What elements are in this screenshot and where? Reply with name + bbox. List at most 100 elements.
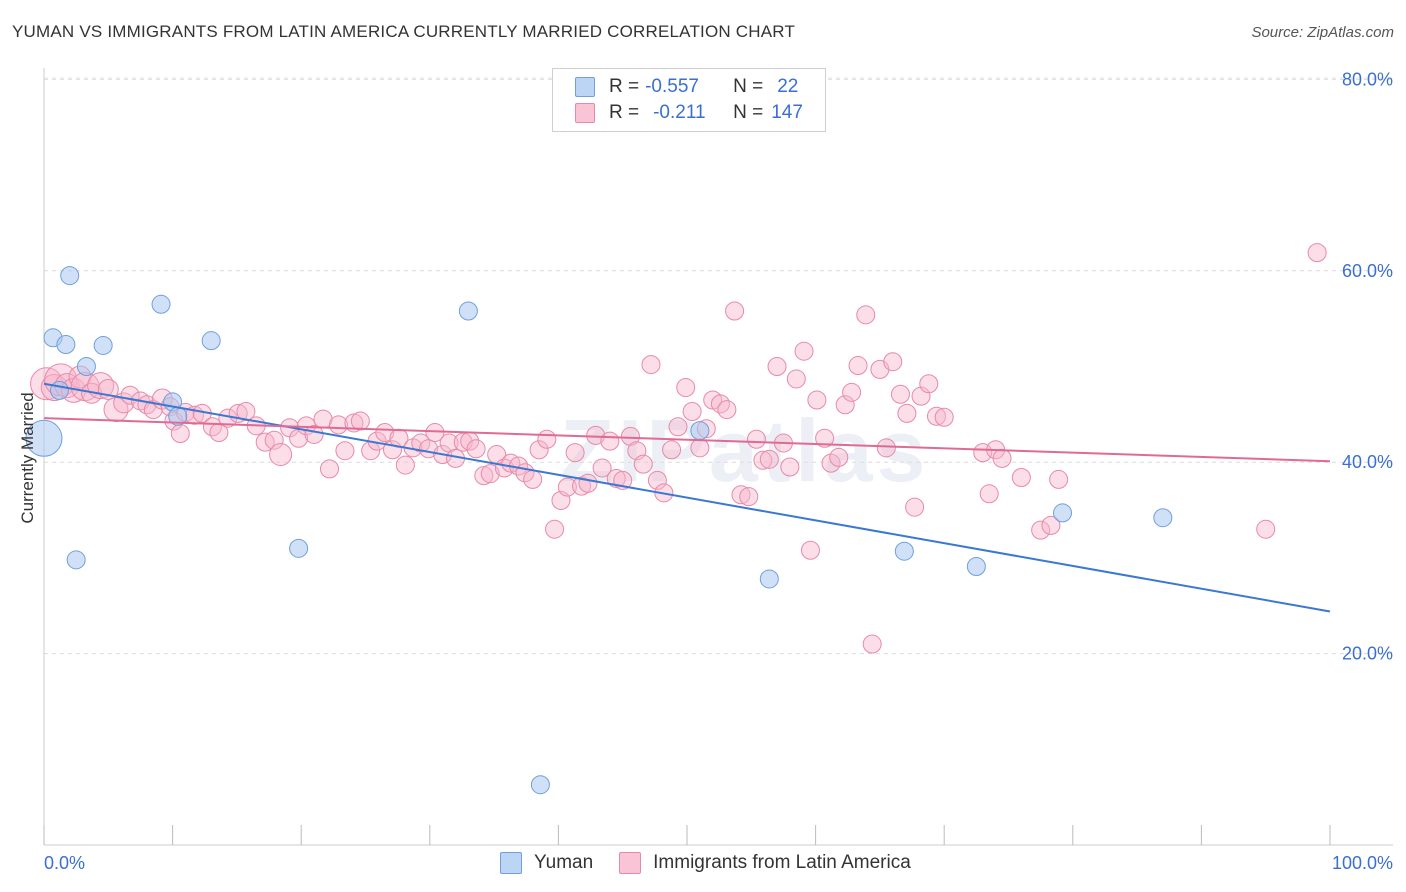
yuman-point bbox=[49, 380, 69, 400]
latin-america-point bbox=[328, 415, 348, 435]
source-label: Source: ZipAtlas.com bbox=[1251, 24, 1394, 41]
latin-america-point bbox=[1307, 243, 1327, 263]
yuman-point bbox=[151, 294, 171, 314]
latin-america-point bbox=[662, 440, 682, 460]
latin-america-point bbox=[335, 441, 355, 461]
yuman-point bbox=[76, 357, 96, 376]
latin-america-point bbox=[269, 443, 293, 467]
yuman-point bbox=[530, 775, 550, 795]
latin-america-point bbox=[800, 540, 820, 560]
latin-america-point bbox=[606, 468, 626, 488]
latin-america-point bbox=[992, 448, 1012, 468]
latin-america-point bbox=[876, 438, 896, 458]
latin-america-point bbox=[1049, 469, 1069, 489]
yuman-point bbox=[289, 538, 309, 558]
yuman-point bbox=[93, 335, 113, 355]
legend-item-yuman: Yuman bbox=[500, 852, 593, 874]
latin-america-point bbox=[829, 447, 849, 467]
latin-america-point bbox=[676, 378, 696, 398]
latin-america-point bbox=[264, 430, 284, 450]
latin-america-point bbox=[759, 449, 779, 469]
yuman-point bbox=[1053, 503, 1073, 523]
series-legend: Yuman Immigrants from Latin America bbox=[500, 852, 937, 874]
latin-america-point bbox=[780, 457, 800, 477]
latin-america-point bbox=[815, 428, 835, 448]
latin-america-point bbox=[979, 484, 999, 504]
latin-america-point bbox=[565, 443, 585, 463]
legend-r-label: R = bbox=[609, 102, 640, 123]
latin-america-point bbox=[1256, 519, 1276, 539]
latin-america-point bbox=[862, 634, 882, 654]
latin-america-point bbox=[794, 341, 814, 361]
yuman-point bbox=[690, 421, 710, 441]
latin-america-point bbox=[633, 454, 653, 474]
yuman-swatch bbox=[575, 77, 595, 97]
latin-america-point bbox=[883, 352, 903, 372]
legend-n-label: N = bbox=[733, 76, 764, 97]
latin-america-point bbox=[842, 382, 862, 402]
latin-america-point bbox=[143, 400, 163, 420]
latin-america-point bbox=[807, 390, 827, 410]
y-tick-label: 20.0% bbox=[1342, 644, 1393, 664]
latin-america-point bbox=[474, 466, 494, 486]
latin-america-point bbox=[905, 497, 925, 517]
latin-america-point bbox=[1041, 515, 1061, 535]
latin-america-point bbox=[620, 426, 640, 446]
stats-legend: R = -0.557 N = 22 R = -0.211 N = 147 bbox=[552, 68, 826, 132]
yuman-point bbox=[966, 557, 986, 577]
latin-america-point bbox=[480, 464, 500, 484]
legend-n-label: N = bbox=[733, 102, 764, 123]
legend-n-value: 147 bbox=[771, 102, 803, 123]
legend-r-label: R = bbox=[609, 76, 640, 97]
latin-america-point bbox=[545, 519, 565, 539]
latin-america-point bbox=[725, 301, 745, 321]
watermark: ZIPatlas bbox=[560, 401, 930, 500]
latin-america-point bbox=[821, 453, 841, 473]
yuman-point bbox=[60, 266, 80, 286]
latin-america-point bbox=[395, 455, 415, 475]
legend-label-latin: Immigrants from Latin America bbox=[653, 852, 911, 873]
latin-swatch bbox=[619, 852, 642, 874]
latin-america-point bbox=[919, 374, 939, 394]
y-tick-label: 40.0% bbox=[1342, 452, 1393, 472]
latin-america-point bbox=[319, 459, 339, 479]
latin-america-point bbox=[690, 438, 710, 458]
yuman-point bbox=[894, 541, 914, 561]
latin-swatch bbox=[575, 103, 595, 123]
yuman-point bbox=[759, 569, 779, 589]
latin-america-point bbox=[746, 429, 766, 449]
latin-america-point bbox=[1031, 520, 1051, 540]
latin-america-point bbox=[767, 357, 787, 376]
latin-america-point bbox=[529, 440, 549, 460]
latin-america-point bbox=[523, 469, 543, 489]
legend-item-latin: Immigrants from Latin America bbox=[619, 852, 911, 874]
yuman-point bbox=[66, 550, 86, 570]
latin-america-point bbox=[856, 305, 876, 325]
latin-america-point bbox=[739, 487, 759, 507]
latin-america-point bbox=[786, 369, 806, 389]
latin-america-point bbox=[578, 473, 598, 493]
latin-america-point bbox=[848, 356, 868, 376]
latin-america-point bbox=[557, 477, 577, 497]
latin-america-point bbox=[890, 384, 910, 404]
latin-america-point bbox=[537, 429, 557, 449]
legend-r-value: -0.211 bbox=[653, 102, 706, 123]
latin-america-point bbox=[466, 439, 486, 459]
latin-america-point bbox=[411, 433, 431, 453]
x-tick-label: 0.0% bbox=[44, 853, 85, 873]
latin-america-point bbox=[668, 417, 688, 437]
yuman-point bbox=[25, 419, 63, 457]
y-axis-label: Currently Married bbox=[18, 392, 37, 524]
latin-america-point bbox=[592, 458, 612, 478]
latin-america-point bbox=[926, 406, 946, 426]
latin-america-point bbox=[897, 403, 917, 423]
latin-america-point bbox=[647, 470, 667, 490]
latin-america-trendline bbox=[43, 417, 1331, 463]
y-tick-label: 80.0% bbox=[1342, 69, 1393, 89]
latin-america-point bbox=[753, 450, 773, 470]
yuman-swatch bbox=[500, 852, 522, 874]
yuman-point bbox=[56, 334, 76, 354]
legend-label-yuman: Yuman bbox=[534, 852, 594, 873]
legend-r-value: -0.557 bbox=[645, 76, 699, 97]
